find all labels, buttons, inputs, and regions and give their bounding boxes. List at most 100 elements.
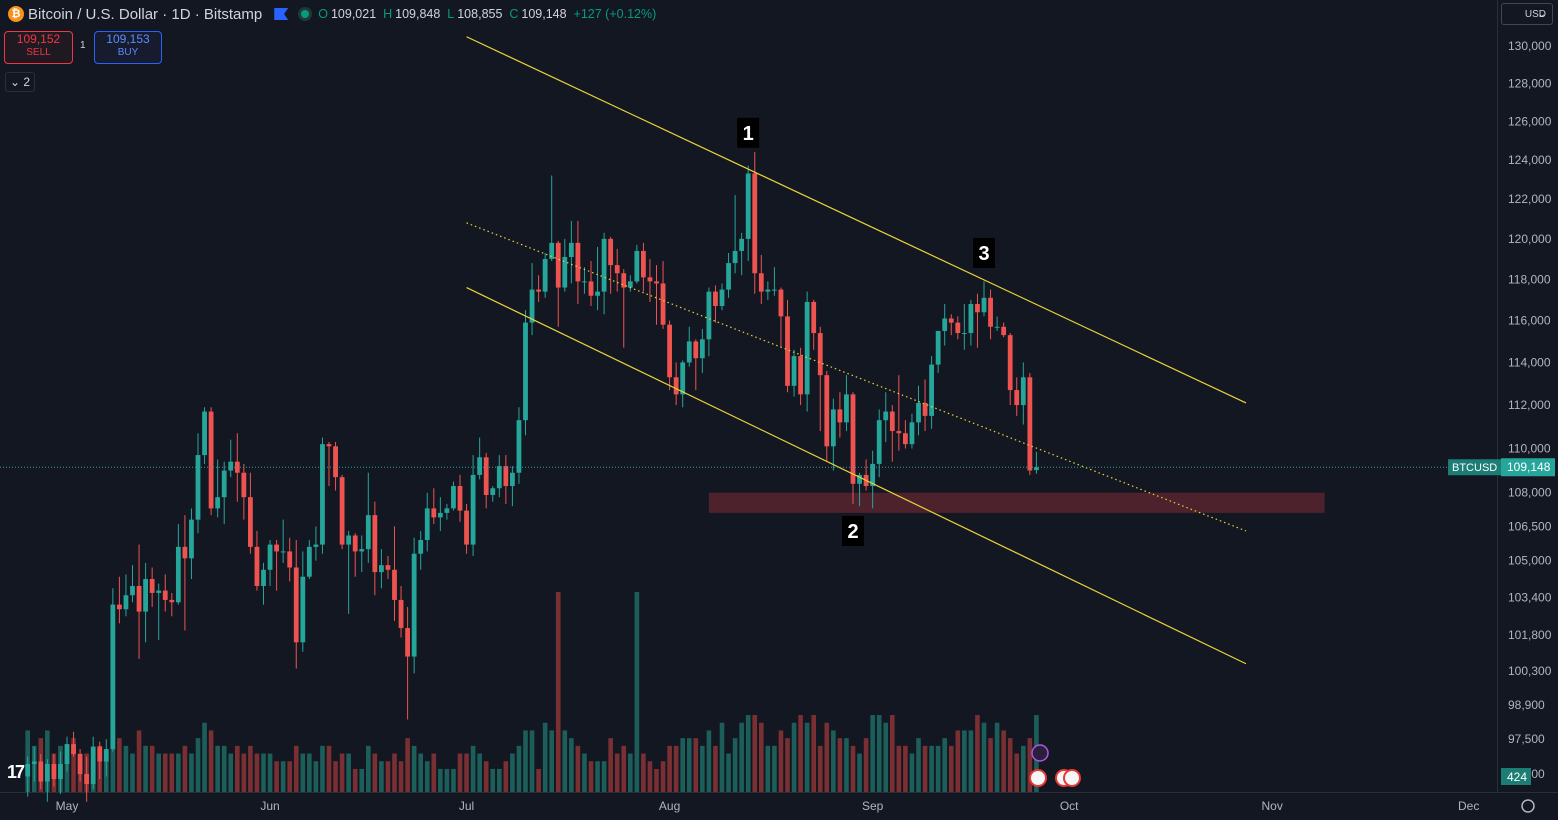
volume-bar [700, 745, 705, 792]
candle-body [267, 544, 273, 570]
candle-body [51, 763, 57, 780]
candle-body [909, 422, 915, 445]
volume-bar [104, 761, 109, 792]
candle-body [713, 291, 718, 307]
candle-body [274, 544, 279, 552]
candle-body [935, 330, 941, 365]
volume-bar [791, 722, 797, 792]
candle-body [293, 567, 299, 643]
volume-bar [431, 753, 437, 792]
volume-bar [117, 738, 122, 792]
volume-bar [333, 761, 338, 792]
volume-bar [490, 768, 496, 792]
candle-body [90, 746, 96, 785]
candle-body [117, 604, 122, 610]
candle-body [496, 466, 502, 489]
candle-body [97, 746, 103, 762]
candle-body [503, 466, 509, 487]
volume-bar [890, 715, 895, 792]
volume-bar [202, 722, 207, 792]
economic-event-icon [1063, 769, 1081, 787]
candle-body [385, 565, 391, 570]
candle-body [359, 549, 365, 552]
volume-bar [385, 761, 391, 792]
candle-body [136, 585, 142, 612]
indicators-count: 2 [23, 75, 31, 89]
volume-bar [988, 738, 993, 792]
volume-tag-label: 424 [1507, 770, 1527, 784]
chevron-down-icon: ⌄ [1537, 9, 1546, 20]
volume-bar [516, 745, 522, 792]
volume-bar [745, 715, 751, 792]
candle-body [654, 281, 659, 284]
candle-body [968, 303, 974, 334]
symbol-title[interactable]: Bitcoin / U.S. Dollar · 1D · Bitstamp [28, 5, 263, 23]
candle-body [149, 579, 155, 593]
volume-bar [883, 722, 889, 792]
volume-bar [215, 745, 220, 792]
candle-body [437, 512, 443, 518]
candle-body [38, 761, 44, 782]
x-tick-label: Oct [1060, 799, 1079, 813]
indicators-toggle[interactable]: ⌄ 2 [5, 72, 35, 92]
candle-body [857, 474, 862, 484]
candle-body [562, 256, 568, 288]
volume-bar [510, 753, 515, 792]
y-tick-label: 130,000 [1508, 39, 1552, 53]
candle-body [483, 457, 489, 495]
volume-bar [392, 753, 397, 792]
x-tick-label: Jul [459, 799, 474, 813]
sell-label: SELL [26, 47, 51, 58]
y-tick-label: 108,000 [1508, 486, 1552, 500]
volume-bar [497, 768, 502, 792]
volume-bar [320, 745, 325, 792]
candle-body [765, 289, 771, 292]
volume-bar [1021, 745, 1026, 792]
volume-bar [372, 753, 378, 792]
volume-bar [542, 722, 548, 792]
volume-bar [962, 730, 967, 792]
volume-bar [293, 745, 299, 792]
buy-button[interactable]: 109,153 BUY [94, 31, 162, 64]
volume-bar [837, 738, 843, 792]
candle-body [582, 281, 587, 283]
candle-body [457, 486, 463, 511]
candle-body [614, 265, 620, 274]
volume-bar [241, 753, 247, 792]
volume-bar [686, 738, 692, 792]
volume-bar [130, 753, 135, 792]
y-tick-label: 128,000 [1508, 76, 1552, 90]
candle-body [208, 411, 214, 509]
volume-bar [483, 761, 489, 792]
x-tick-label: Dec [1458, 799, 1479, 813]
sell-price: 109,152 [16, 32, 61, 46]
volume-bar [759, 722, 764, 792]
x-tick-label: Sep [862, 799, 884, 813]
volume-bar [719, 722, 725, 792]
y-tick-label: 124,000 [1508, 153, 1552, 167]
candle-body [182, 546, 188, 559]
candle-body [123, 595, 129, 610]
sell-button[interactable]: 109,152 SELL [4, 31, 73, 64]
volume-bar [575, 745, 581, 792]
volume-bar [857, 753, 862, 792]
flag-icon[interactable] [274, 8, 289, 20]
candle-body [903, 433, 908, 445]
candle-body [804, 301, 810, 395]
annotation-box [973, 237, 995, 268]
candle-body [634, 250, 640, 282]
ohlc-values: O 109,021 H 109,848 L 108,855 C 109,148 +127… [318, 7, 657, 21]
y-tick-label: 100,300 [1508, 664, 1552, 678]
tradingview-logo[interactable]: 17 [7, 762, 25, 782]
volume-bar [752, 715, 758, 792]
candle-body [523, 322, 528, 421]
volume-bar [176, 753, 181, 792]
candle-body [981, 297, 987, 313]
candle-body [470, 474, 476, 545]
currency-select[interactable]: USD ⌄ [1501, 3, 1553, 25]
volume-bar [870, 715, 875, 792]
candle-body [352, 535, 358, 552]
channel-middle-line [466, 222, 1247, 532]
volume-bar [922, 745, 928, 792]
